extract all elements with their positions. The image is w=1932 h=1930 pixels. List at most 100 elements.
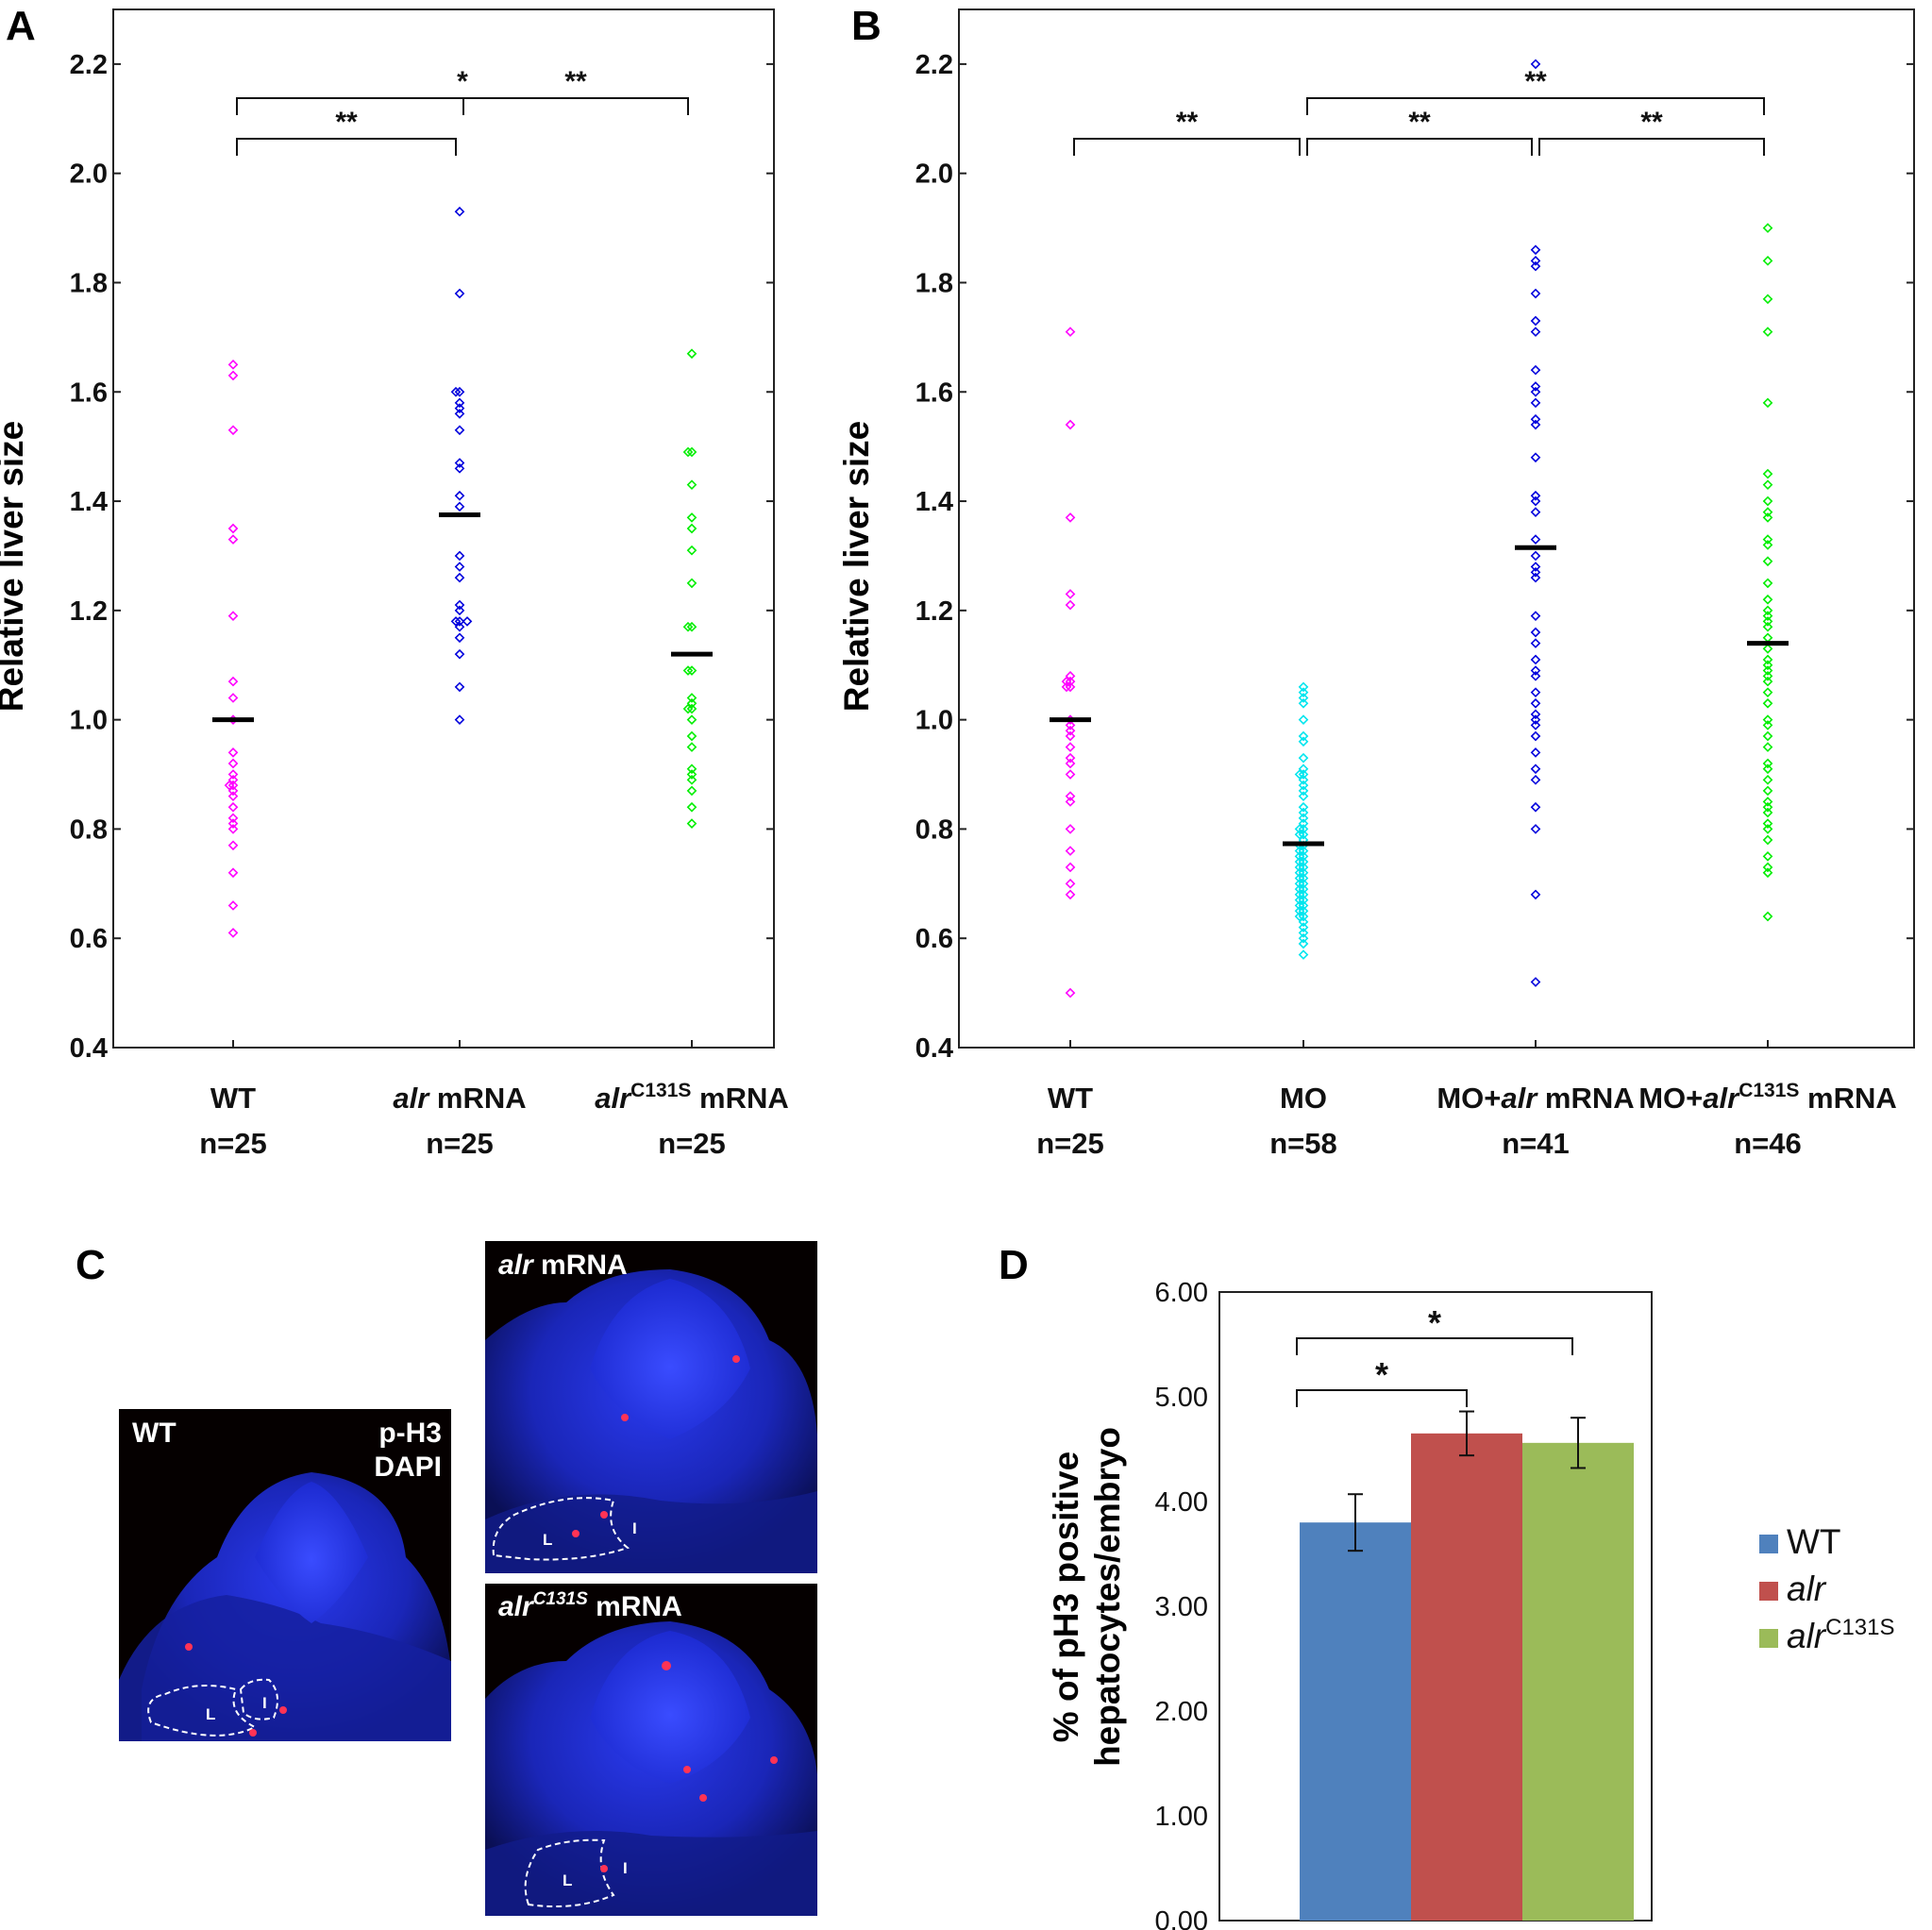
data-point: [1530, 638, 1541, 648]
data-point: [1298, 867, 1309, 879]
micrograph-alr-ph3-cell: [572, 1530, 580, 1537]
plot-frame: [112, 8, 775, 1049]
data-point: [454, 501, 465, 512]
data-point: [1298, 752, 1309, 764]
data-point: [1298, 693, 1309, 703]
micrograph-alr-mutant-title-sup: C131S: [533, 1589, 588, 1609]
data-point: [462, 616, 473, 627]
micrograph-wt-ph3-cell: [249, 1729, 257, 1737]
data-point: [686, 742, 697, 752]
micrograph-alr-mutant-ph3-cell: [699, 1794, 707, 1802]
data-point: [227, 359, 239, 370]
data-point: [1065, 987, 1076, 999]
category-label-text: MO: [1280, 1082, 1327, 1115]
significance-label: *: [457, 66, 468, 97]
micrograph-wt-gut-region: [119, 1595, 451, 1741]
data-point: [1530, 550, 1541, 562]
data-point: [1298, 780, 1309, 791]
micrograph-alr-mutant-liver-label: L: [563, 1871, 572, 1889]
data-point: [1530, 495, 1541, 507]
micrograph-alr-ph3-cell: [621, 1414, 629, 1421]
data-point: [1530, 534, 1541, 545]
data-point: [686, 703, 697, 714]
data-point: [1298, 774, 1309, 785]
category-label: alrC131S mRNA: [595, 1080, 788, 1115]
bar: [1522, 1442, 1634, 1921]
category-label: MO: [1280, 1082, 1327, 1115]
data-point: [454, 562, 465, 572]
data-point: [1762, 654, 1773, 665]
y-tick-label: 3.00: [1155, 1592, 1208, 1622]
data-point: [1762, 862, 1773, 873]
micrograph-alr-mutant-title-suffix: mRNA: [588, 1591, 682, 1622]
data-point: [1530, 697, 1541, 709]
data-point: [1762, 774, 1773, 785]
data-point: [686, 523, 697, 534]
y-tick-label: 1.00: [1155, 1802, 1208, 1832]
data-point: [686, 785, 697, 797]
y-axis-title: Relative liver size: [837, 421, 876, 713]
data-point: [1530, 627, 1541, 638]
category-label-sup: C131S: [630, 1080, 691, 1101]
data-point: [1294, 769, 1305, 780]
data-point: [454, 288, 465, 299]
y-tick-label: 4.00: [1155, 1487, 1208, 1518]
data-point: [1298, 687, 1309, 698]
micrograph-alr-liver-label: L: [543, 1531, 552, 1549]
y-tick-label: 1.8: [916, 268, 953, 298]
data-point: [1762, 676, 1773, 687]
legend-label: alrC131S: [1787, 1615, 1895, 1655]
category-label-suffix: mRNA: [1537, 1082, 1634, 1115]
data-point: [227, 928, 239, 938]
data-point: [1762, 742, 1773, 752]
data-point: [1530, 413, 1541, 425]
panel-letter-c: C: [76, 1242, 106, 1288]
y-tick-label: 0.00: [1155, 1906, 1208, 1930]
category-label-suffix: mRNA: [691, 1082, 788, 1115]
category-label-gene: alr: [1501, 1082, 1538, 1115]
data-point: [1294, 824, 1305, 834]
data-point: [1530, 747, 1541, 758]
data-point: [686, 730, 697, 742]
data-point: [686, 578, 697, 589]
micrograph-alr-mutant-ph3-cell: [683, 1766, 691, 1773]
data-point: [1298, 801, 1309, 813]
data-point: [1530, 327, 1541, 337]
micrograph-alr-mutant-title-gene: alr: [498, 1591, 535, 1622]
data-point: [1530, 490, 1541, 501]
data-point: [454, 621, 465, 632]
data-point: [1294, 889, 1305, 900]
data-point: [1065, 419, 1076, 430]
data-point: [1530, 977, 1541, 987]
data-point: [1762, 714, 1773, 725]
y-tick-label: 5.00: [1155, 1383, 1208, 1413]
data-point: [1762, 801, 1773, 813]
y-axis-title-line2: hepatocytes/embryo: [1088, 1427, 1127, 1767]
data-point: [682, 703, 694, 714]
category-label: WT: [210, 1082, 256, 1115]
data-point: [686, 348, 697, 360]
data-point: [454, 605, 465, 616]
data-point: [686, 774, 697, 785]
y-tick-label: 2.2: [916, 50, 953, 80]
data-point: [454, 550, 465, 562]
data-point: [1294, 878, 1305, 889]
data-point: [1762, 534, 1773, 545]
data-point: [1065, 846, 1076, 856]
data-point: [227, 769, 239, 780]
data-point: [1298, 862, 1309, 873]
data-point: [227, 425, 239, 436]
data-point: [1530, 730, 1541, 742]
micrograph-alr-ph3-cell: [600, 1511, 608, 1519]
data-point: [1298, 829, 1309, 840]
micrograph-alr-title: alr mRNA: [498, 1250, 628, 1281]
data-point: [1762, 616, 1773, 627]
data-point: [1530, 572, 1541, 583]
data-point: [1762, 851, 1773, 862]
data-point: [1294, 905, 1305, 916]
y-tick-label: 0.6: [70, 924, 108, 954]
significance-bracket: [462, 97, 689, 115]
micrograph-alr-gut-region: [485, 1491, 817, 1573]
data-point: [686, 764, 697, 775]
